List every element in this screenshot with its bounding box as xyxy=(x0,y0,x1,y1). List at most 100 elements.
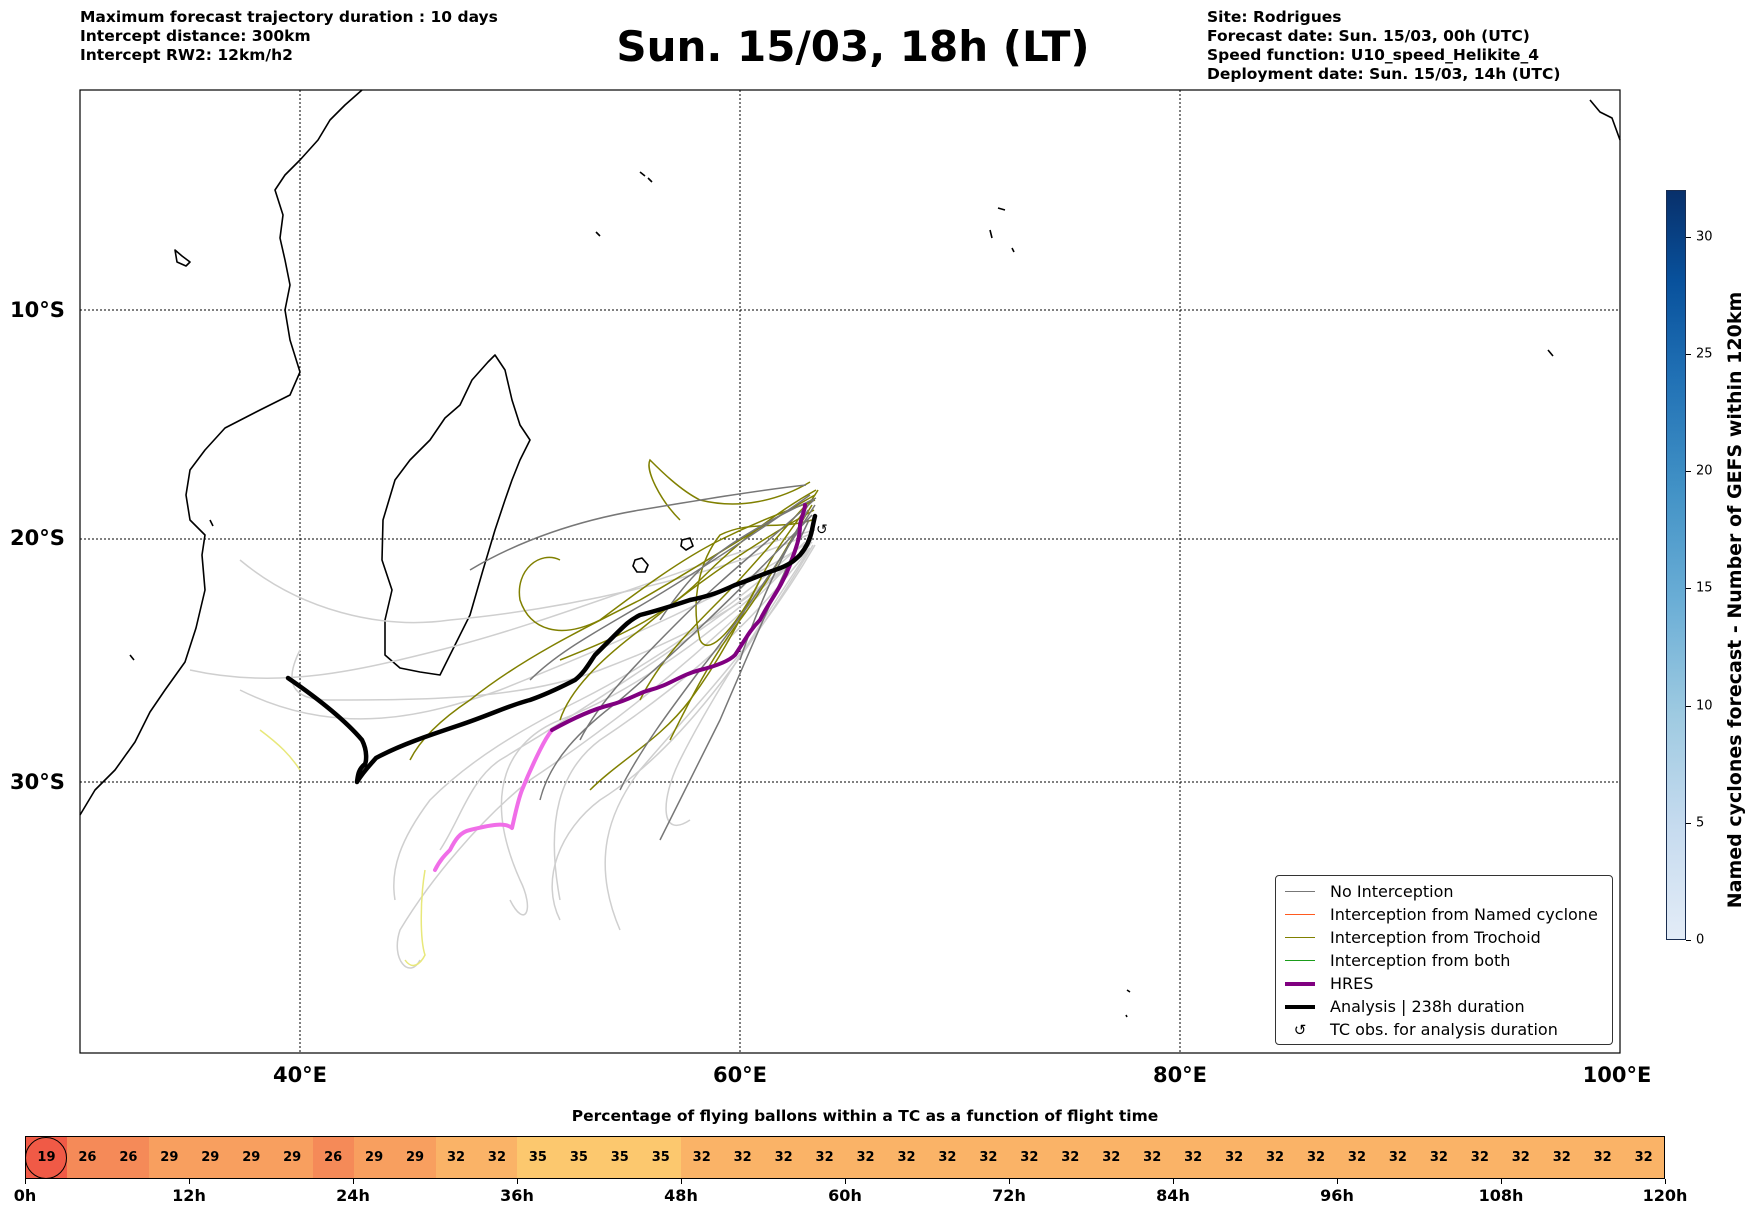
percentage-cell: 32 xyxy=(1090,1137,1132,1178)
lon-label-60e: 60°E xyxy=(712,1063,768,1087)
percentage-cell: 32 xyxy=(967,1137,1009,1178)
no-interception-track xyxy=(539,514,813,801)
percentage-cell: 32 xyxy=(1459,1137,1501,1178)
percentage-value: 32 xyxy=(1102,1150,1121,1165)
legend-label: TC obs. for analysis duration xyxy=(1330,1020,1558,1039)
time-label: 36h xyxy=(500,1186,534,1205)
trochoid-track xyxy=(589,489,819,791)
hres-track xyxy=(433,503,807,872)
site-text: Site: Rodrigues xyxy=(1207,8,1342,26)
time-tick xyxy=(517,1179,518,1184)
percentage-value: 32 xyxy=(1143,1150,1162,1165)
percentage-value: 35 xyxy=(651,1150,670,1165)
percentage-value: 32 xyxy=(774,1150,793,1165)
percentage-cell: 32 xyxy=(1172,1137,1214,1178)
no-interception-tracks xyxy=(469,484,817,841)
percentage-cell: 32 xyxy=(1295,1137,1337,1178)
percentage-cell: 29 xyxy=(394,1137,436,1178)
legend-item-hres: HRES xyxy=(1282,972,1606,995)
percentage-cell: 29 xyxy=(271,1137,313,1178)
percentage-value: 29 xyxy=(160,1150,179,1165)
percentage-cell: 32 xyxy=(1500,1137,1542,1178)
percentage-cell: 35 xyxy=(599,1137,641,1178)
percentage-value: 32 xyxy=(1266,1150,1285,1165)
percentage-value: 32 xyxy=(1020,1150,1039,1165)
speed-function-text: Speed function: U10_speed_Helikite_4 xyxy=(1207,46,1540,64)
trochoid-track xyxy=(648,458,811,521)
percentage-cell: 32 xyxy=(1377,1137,1419,1178)
percentage-value: 32 xyxy=(1184,1150,1203,1165)
no-interception-track xyxy=(659,497,817,621)
percentage-value: 32 xyxy=(1347,1150,1367,1165)
no-interception-track xyxy=(529,494,811,681)
legend-label: Interception from Trochoid xyxy=(1330,928,1541,947)
percentage-strip: 19 26 26 29 29 29 29 26 29 29 32 32 35 35 35 35 32 32 32 32… xyxy=(25,1136,1665,1179)
percentage-value: 32 xyxy=(1429,1150,1448,1165)
percentage-cell: 29 xyxy=(230,1137,272,1178)
time-tick xyxy=(1337,1179,1338,1184)
analysis-track xyxy=(285,513,818,785)
australia-corner xyxy=(1589,99,1621,141)
no-interception-track xyxy=(579,499,815,741)
faded-track xyxy=(604,544,816,931)
percentage-cell: 32 xyxy=(1336,1137,1378,1178)
percentage-cell: 32 xyxy=(886,1137,927,1178)
lon-label-80e: 80°E xyxy=(1152,1063,1208,1087)
no-interception-track xyxy=(469,484,807,571)
chagos-islands xyxy=(989,207,1015,253)
percentage-cell: 32 xyxy=(1131,1137,1173,1178)
legend-item-analysis: Analysis | 238h duration xyxy=(1282,995,1606,1018)
percentage-cell: 32 xyxy=(1254,1137,1296,1178)
colorbar-tick-mark xyxy=(1686,471,1691,473)
faded-track xyxy=(396,547,806,969)
legend-item-no-interception: No Interception xyxy=(1282,880,1606,903)
no-interception-track xyxy=(659,519,810,841)
lon-label-40e: 40°E xyxy=(272,1063,328,1087)
deployment-date-text: Deployment date: Sun. 15/03, 14h (UTC) xyxy=(1207,65,1561,83)
thick-purple-line-icon xyxy=(1282,978,1318,990)
time-tick xyxy=(1009,1179,1010,1184)
time-tick xyxy=(189,1179,190,1184)
seychelles-islands xyxy=(595,171,653,237)
legend-item-tc-obs: ↺ TC obs. for analysis duration xyxy=(1282,1018,1606,1041)
mauritius-island xyxy=(632,557,649,573)
percentage-value: 26 xyxy=(78,1150,97,1165)
percentage-cell: 32 xyxy=(804,1137,846,1178)
thin-green-line-icon xyxy=(1282,955,1318,967)
percentage-value: 32 xyxy=(856,1150,875,1165)
legend-item-trochoid: Interception from Trochoid xyxy=(1282,926,1606,949)
current-time-marker xyxy=(25,1136,68,1179)
percentage-value: 32 xyxy=(815,1150,834,1165)
rodrigues-region-islets xyxy=(1125,349,1554,1018)
time-tick xyxy=(845,1179,846,1184)
colorbar xyxy=(1666,190,1686,940)
trochoid-track xyxy=(518,499,816,632)
thin-orange-line-icon xyxy=(1282,909,1318,921)
colorbar-tick-mark xyxy=(1686,705,1691,707)
percentage-value: 32 xyxy=(1306,1150,1326,1165)
trajectory-ensemble xyxy=(189,458,819,969)
percentage-value: 35 xyxy=(610,1150,629,1165)
percentage-cell: 19 xyxy=(25,1136,68,1179)
faded-tracks xyxy=(189,529,816,969)
yellow-track xyxy=(259,729,301,771)
percentage-value: 35 xyxy=(528,1150,547,1165)
time-label: 120h xyxy=(1642,1186,1688,1205)
percentage-value: 32 xyxy=(487,1150,506,1165)
time-tick xyxy=(1173,1179,1174,1184)
colorbar-tick-mark xyxy=(1686,354,1691,356)
percentage-cell: 32 xyxy=(1582,1137,1624,1178)
time-tick xyxy=(353,1179,354,1184)
percentage-value: 29 xyxy=(242,1150,261,1165)
hres-main-segment xyxy=(550,503,807,732)
percentage-cell: 32 xyxy=(681,1137,723,1178)
legend-label: HRES xyxy=(1330,974,1374,993)
percentage-cell: 32 xyxy=(435,1137,477,1178)
faded-track xyxy=(239,539,813,720)
percentage-cell: 35 xyxy=(558,1137,600,1178)
colorbar-tick-mark xyxy=(1686,588,1691,590)
percentage-cell: 35 xyxy=(517,1137,559,1178)
legend-label: Interception from Named cyclone xyxy=(1330,905,1598,924)
percentage-value: 32 xyxy=(979,1150,998,1165)
percentage-cell: 26 xyxy=(312,1137,354,1178)
